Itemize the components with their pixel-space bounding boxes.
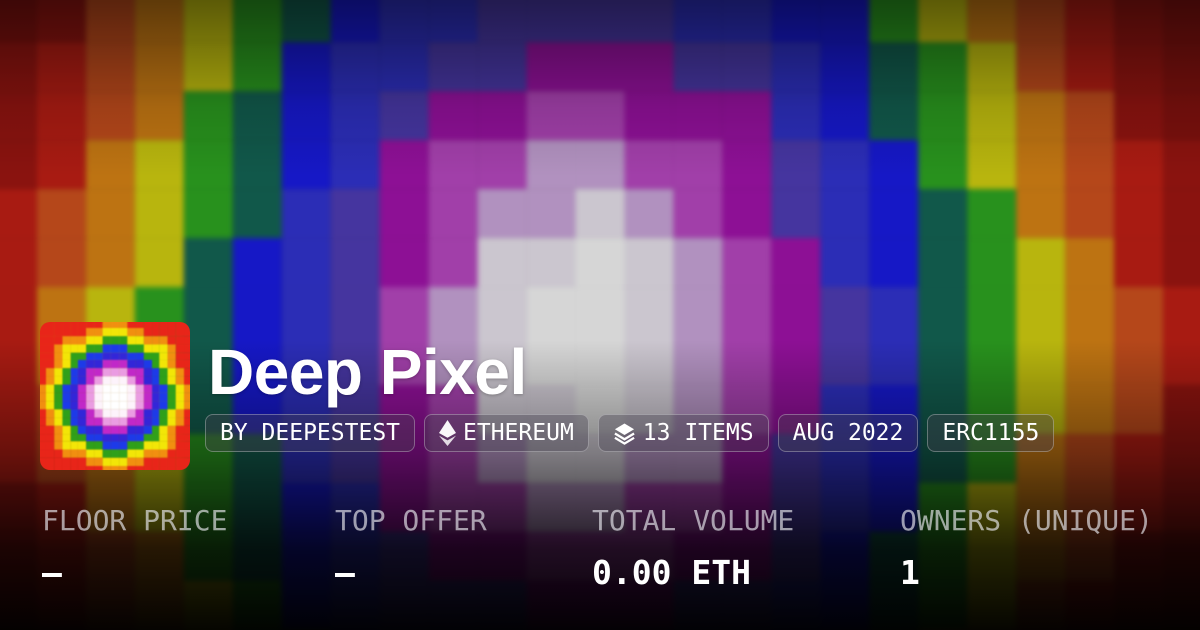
badge-standard: ERC1155 [927, 414, 1055, 452]
stat-total-volume: TOTAL VOLUME 0.00 ETH [592, 504, 794, 593]
badge-items-label: 13 ITEMS [642, 420, 754, 446]
badge-chain-label: ETHEREUM [463, 420, 574, 446]
badge-row: BY DEEPESTEST ETHEREUM 13 ITEMS AUG 2022… [205, 414, 1055, 452]
stat-top-offer-value: — [335, 553, 355, 592]
stat-owners-label: OWNERS (UNIQUE) [900, 504, 1153, 537]
stat-total-volume-label: TOTAL VOLUME [592, 504, 795, 537]
collection-thumbnail [40, 322, 190, 470]
thumbnail-pixel-art [40, 322, 190, 470]
layers-icon [613, 422, 636, 445]
stat-owners: OWNERS (UNIQUE) 1 [900, 504, 1153, 593]
stat-floor-price-value: — [42, 553, 62, 592]
badge-creator: BY DEEPESTEST [205, 414, 416, 452]
stat-top-offer: TOP OFFER — [335, 504, 487, 593]
collection-title: Deep Pixel [208, 336, 527, 408]
badge-standard-label: ERC1155 [942, 420, 1040, 446]
badge-created: AUG 2022 [777, 414, 919, 452]
stat-owners-value: 1 [900, 553, 920, 592]
stat-top-offer-label: TOP OFFER [335, 504, 487, 537]
badge-items: 13 ITEMS [597, 414, 769, 452]
badge-created-label: AUG 2022 [792, 420, 904, 446]
stat-total-volume-value: 0.00 ETH [592, 553, 751, 592]
ethereum-icon [439, 420, 457, 446]
stat-floor-price-label: FLOOR PRICE [42, 504, 228, 537]
badge-chain: ETHEREUM [424, 414, 589, 452]
badge-creator-label: BY DEEPESTEST [220, 420, 401, 446]
stat-floor-price: FLOOR PRICE — [42, 504, 227, 593]
